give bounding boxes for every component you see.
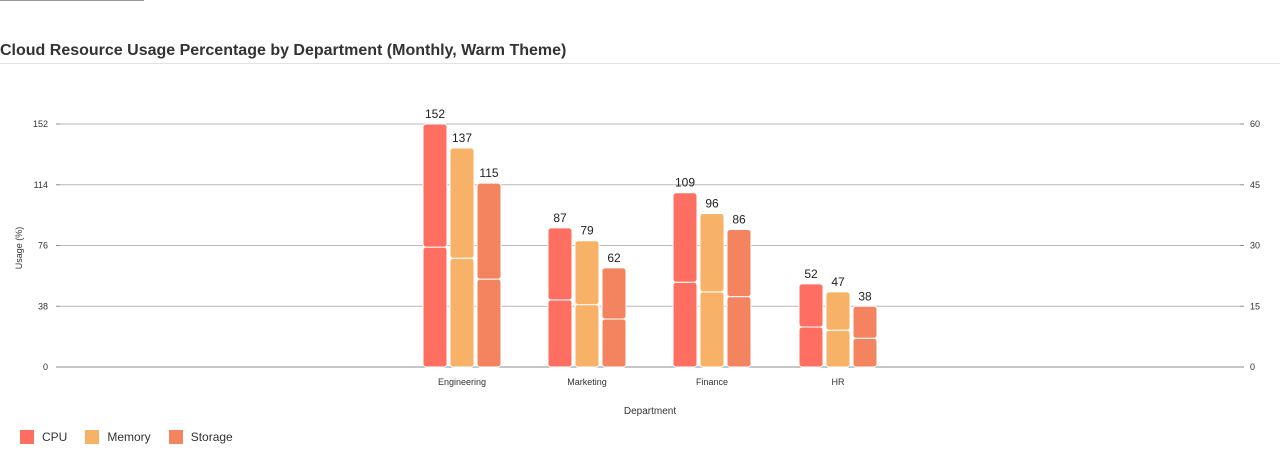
bar-segment-memory-engineering-lower <box>449 257 475 368</box>
y-tick-label: 0 <box>43 362 48 372</box>
data-label: 96 <box>705 197 719 211</box>
data-label: 86 <box>732 213 746 227</box>
data-label: 52 <box>804 267 818 281</box>
bar-segment-memory-hr-lower <box>825 329 851 368</box>
legend-swatch <box>85 430 100 444</box>
bar-segment-cpu-engineering-lower <box>422 246 448 368</box>
legend-label: CPU <box>42 430 68 444</box>
bar-layer <box>422 123 878 368</box>
bar-segment-memory-finance-lower <box>699 291 725 368</box>
y-tick-label: 152 <box>33 119 48 129</box>
data-label: 137 <box>452 131 472 145</box>
legend-label: Storage <box>190 430 233 444</box>
bar-segment-storage-hr-lower <box>852 337 878 368</box>
legend-label: Memory <box>107 430 151 444</box>
chart-title: Cloud Resource Usage Percentage by Depar… <box>0 42 567 59</box>
data-label: 115 <box>479 166 498 180</box>
data-label: 47 <box>831 275 845 289</box>
bar-segment-storage-hr-upper <box>852 305 878 339</box>
bar-segment-storage-engineering-upper <box>476 182 502 280</box>
data-label: 152 <box>425 107 445 121</box>
x-tick-label: Marketing <box>567 377 607 387</box>
y2-tick-label: 30 <box>1250 241 1260 251</box>
x-tick-label: Finance <box>696 377 728 387</box>
bar-segment-storage-marketing-upper <box>601 267 627 320</box>
data-label: 62 <box>607 251 621 265</box>
bar-segment-cpu-marketing-lower <box>547 299 573 368</box>
bar-segment-cpu-marketing-upper <box>547 227 573 301</box>
data-label: 109 <box>675 176 695 190</box>
axis-layer: 0 0 38 15 76 30 114 45 152 60 <box>33 119 1260 372</box>
y2-tick-label: 45 <box>1250 180 1260 190</box>
x-axis-title: Department <box>624 406 676 417</box>
bar-segment-memory-marketing-upper <box>574 240 600 306</box>
legend-swatch <box>20 430 34 444</box>
y-axis-title: Usage (%) <box>14 227 24 270</box>
legend-item-memory[interactable]: Memory <box>85 430 151 444</box>
top-rule <box>0 0 144 1</box>
bar-segment-storage-marketing-lower <box>601 318 627 368</box>
y-tick-label: 76 <box>38 241 48 251</box>
grid-layer <box>60 123 1240 368</box>
bar-segment-storage-engineering-lower <box>476 278 502 368</box>
y2-tick-label: 0 <box>1250 362 1255 372</box>
bar-segment-memory-marketing-lower <box>574 304 600 368</box>
bar-segment-cpu-finance-upper <box>672 192 698 283</box>
x-tick-label: HR <box>832 377 845 387</box>
bar-segment-cpu-hr-upper <box>798 283 824 328</box>
label-layer: Engineering 152 137 115 Marketing 87 79 62 Finan… <box>425 107 872 387</box>
bar-segment-cpu-engineering-upper <box>422 123 448 248</box>
bar-segment-storage-finance-upper <box>726 229 752 298</box>
legend: CPU Memory Storage <box>20 430 251 444</box>
data-label: 79 <box>580 224 594 238</box>
title-divider <box>0 63 1280 64</box>
y2-tick-label: 15 <box>1250 301 1260 311</box>
bar-segment-memory-hr-upper <box>825 291 851 331</box>
bar-segment-cpu-finance-lower <box>672 281 698 368</box>
bar-segment-cpu-hr-lower <box>798 326 824 368</box>
y2-tick-label: 60 <box>1250 119 1260 129</box>
bar-segment-memory-finance-upper <box>699 213 725 293</box>
x-tick-label: Engineering <box>438 377 486 387</box>
legend-item-storage[interactable]: Storage <box>168 430 233 444</box>
bar-segment-storage-finance-lower <box>726 296 752 368</box>
bar-segment-memory-engineering-upper <box>449 147 475 259</box>
y-tick-label: 38 <box>38 301 48 311</box>
data-label: 87 <box>553 211 567 225</box>
y-tick-label: 114 <box>34 180 48 190</box>
legend-swatch <box>168 430 183 444</box>
legend-item-cpu[interactable]: CPU <box>20 430 67 444</box>
data-label: 38 <box>858 289 872 303</box>
